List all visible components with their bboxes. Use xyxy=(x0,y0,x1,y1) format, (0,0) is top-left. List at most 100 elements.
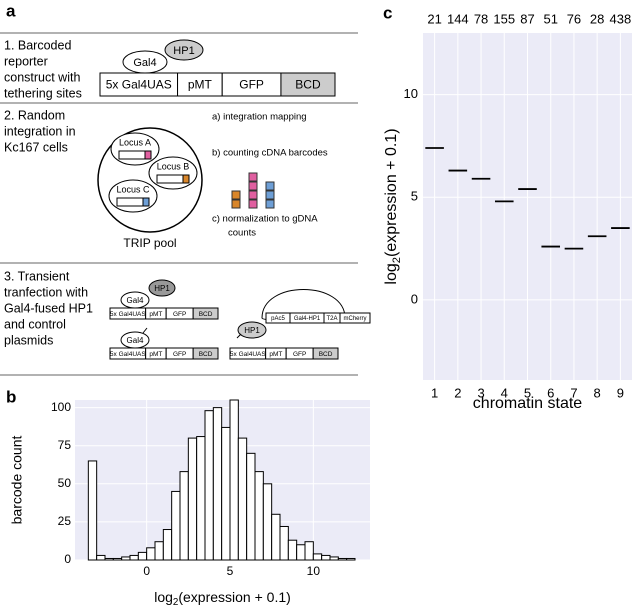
y-tick-label: 25 xyxy=(58,514,72,528)
histogram-bar xyxy=(87,460,98,561)
histogram-bar xyxy=(179,471,189,561)
construct-label: pMT xyxy=(269,351,282,358)
plasmid-label: pAc5 xyxy=(271,316,285,322)
histogram-bar xyxy=(279,525,289,561)
construct-segment xyxy=(312,347,339,360)
histogram-bar xyxy=(204,410,214,561)
barcode-block xyxy=(248,199,258,209)
x-tick-label: 10 xyxy=(307,564,321,578)
plasmid-label: mCherry xyxy=(343,316,366,322)
protein-label: Gal4 xyxy=(133,57,156,69)
y-tick-label: 0 xyxy=(411,291,418,306)
histogram-bar xyxy=(154,541,164,561)
construct-label: BCD xyxy=(199,311,213,318)
plasmid-segment xyxy=(339,312,371,324)
x-tick-label: 6 xyxy=(547,385,554,400)
histogram-bar xyxy=(146,547,156,561)
construct-label: 5x Gal4UAS xyxy=(230,351,266,358)
protein-label: Gal4 xyxy=(127,296,144,305)
histogram-bar xyxy=(121,556,131,561)
barcode-block xyxy=(248,172,258,182)
step-text: integration in xyxy=(4,124,76,138)
locus-label: Locus B xyxy=(157,161,190,171)
method-text: b) counting cDNA barcodes xyxy=(212,148,328,159)
histogram-bar xyxy=(187,437,198,561)
count-label: 438 xyxy=(610,11,632,26)
construct-segment xyxy=(192,347,219,360)
pool-label: TRIP pool xyxy=(123,236,176,250)
locus-barcode xyxy=(144,150,152,160)
histogram-bar xyxy=(196,436,206,561)
y-tick-label: 50 xyxy=(58,476,72,490)
y-tick-label: 5 xyxy=(411,189,418,204)
method-text: a) integration mapping xyxy=(212,112,307,123)
histogram-bar xyxy=(237,437,248,561)
construct-label: GFP xyxy=(173,351,186,358)
construct-label: pMT xyxy=(149,351,162,358)
construct-label: pMT xyxy=(149,311,162,318)
plasmid-label: T2A xyxy=(326,316,337,322)
histogram-bar xyxy=(287,539,298,561)
step-text: 2. Random xyxy=(4,108,65,122)
protein-label: Gal4 xyxy=(127,336,144,345)
linker xyxy=(142,327,148,334)
step-text: 3. Transient xyxy=(4,269,70,283)
barcode-block xyxy=(231,190,241,200)
histogram-bar xyxy=(129,554,139,561)
step-text: plasmids xyxy=(4,333,53,347)
locus-label: Locus C xyxy=(116,184,150,194)
y-tick-label: 0 xyxy=(64,552,71,566)
step-text: and control xyxy=(4,317,66,331)
histogram-bar xyxy=(212,407,223,561)
construct-label: GFP xyxy=(173,311,186,318)
barcode-block xyxy=(231,199,241,209)
axis-label: log2(expression + 0.1) xyxy=(383,128,403,284)
histogram-bar xyxy=(229,399,239,561)
locus-label: Locus A xyxy=(119,137,151,147)
locus-barcode xyxy=(182,174,190,184)
axis-label-part: log xyxy=(383,263,400,284)
axis-label-part: (expression + 0.1) xyxy=(178,589,290,605)
protein-label: HP1 xyxy=(173,45,194,57)
protein xyxy=(148,279,176,297)
panel-label: c xyxy=(383,3,392,22)
count-label: 51 xyxy=(543,11,557,26)
protein-label: HP1 xyxy=(154,284,170,293)
histogram-bar xyxy=(321,554,331,561)
x-axis-label: chromatin state xyxy=(473,395,582,412)
protein-label: HP1 xyxy=(244,326,260,335)
construct-label: BCD xyxy=(295,78,321,92)
histogram-bar xyxy=(262,483,273,561)
protein xyxy=(122,50,168,74)
construct-label: GFP xyxy=(293,351,306,358)
step-text: reporter xyxy=(4,54,48,68)
locus-barcode xyxy=(142,197,150,207)
panel-label: b xyxy=(6,387,16,406)
plasmid-label: Gal4-HP1 xyxy=(294,316,321,322)
histogram-bar xyxy=(271,513,281,561)
count-label: 144 xyxy=(447,11,469,26)
protein xyxy=(120,331,150,349)
y-tick-label: 75 xyxy=(58,438,72,452)
protein xyxy=(237,321,267,339)
method-text: counts xyxy=(228,228,256,239)
panel-label: a xyxy=(6,1,16,20)
step-text: tranfection with xyxy=(4,285,88,299)
histogram-bar xyxy=(254,471,264,561)
x-tick-label: 3 xyxy=(477,385,484,400)
y-tick-label: 10 xyxy=(404,86,418,101)
x-tick-label: 2 xyxy=(454,385,461,400)
x-tick-label: 1 xyxy=(431,385,438,400)
histogram-bar xyxy=(96,554,106,561)
y-tick-label: 100 xyxy=(51,400,71,414)
barcode-block xyxy=(248,181,258,191)
method-text: c) normalization to gDNA xyxy=(212,214,318,225)
count-label: 78 xyxy=(474,11,488,26)
axis-label-part: (expression + 0.1) xyxy=(383,128,400,257)
construct-segment xyxy=(280,72,336,97)
construct-label: BCD xyxy=(199,351,213,358)
axis-label: log2(expression + 0.1) xyxy=(154,589,291,608)
barcode-block xyxy=(265,199,275,209)
count-label: 76 xyxy=(567,11,581,26)
barcode-block xyxy=(265,181,275,191)
